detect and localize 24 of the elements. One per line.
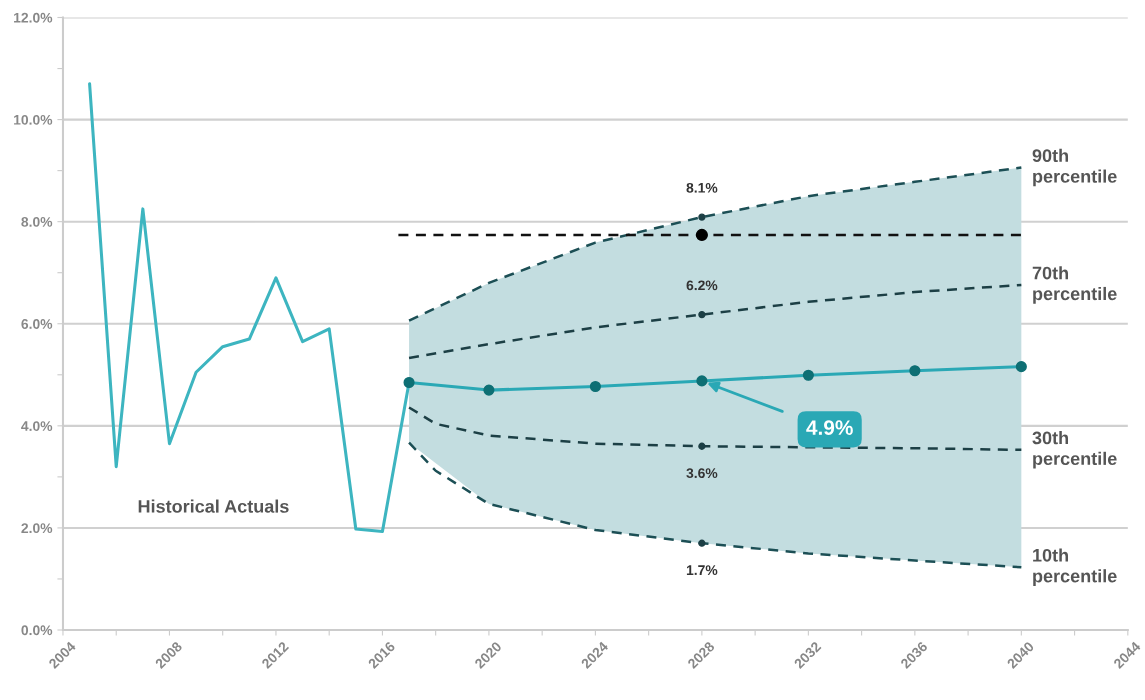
line-series: [407, 406, 1023, 452]
data-label: 4.9%: [806, 420, 853, 435]
series-label: 10th percentile: [1033, 548, 1117, 587]
point: [698, 442, 706, 450]
y-tick-label: 6.0%: [21, 319, 53, 329]
data-label: 6.2%: [686, 280, 718, 291]
y-tick-label: 2.0%: [21, 523, 53, 534]
point: [698, 539, 706, 547]
line-series: [407, 166, 1023, 322]
y-tick-label: 10.0%: [14, 114, 53, 125]
series-label: 90th percentile: [1032, 148, 1117, 187]
data-label: 3.6%: [686, 468, 718, 479]
point: [695, 228, 708, 242]
y-tick-label: 12.0%: [14, 12, 53, 23]
point: [698, 213, 706, 221]
y-tick-label: 0.0%: [21, 625, 53, 636]
data-label: 1.7%: [686, 565, 718, 575]
text: Historical Actuals: [138, 499, 289, 513]
point: [698, 310, 706, 319]
y-tick-label: 4.0%: [21, 421, 53, 431]
series-label: 70th percentile: [1032, 266, 1117, 304]
data-label: 8.1%: [686, 182, 718, 193]
series-label: 30th percentile: [1032, 431, 1117, 469]
y-tick-label: 8.0%: [21, 217, 53, 227]
